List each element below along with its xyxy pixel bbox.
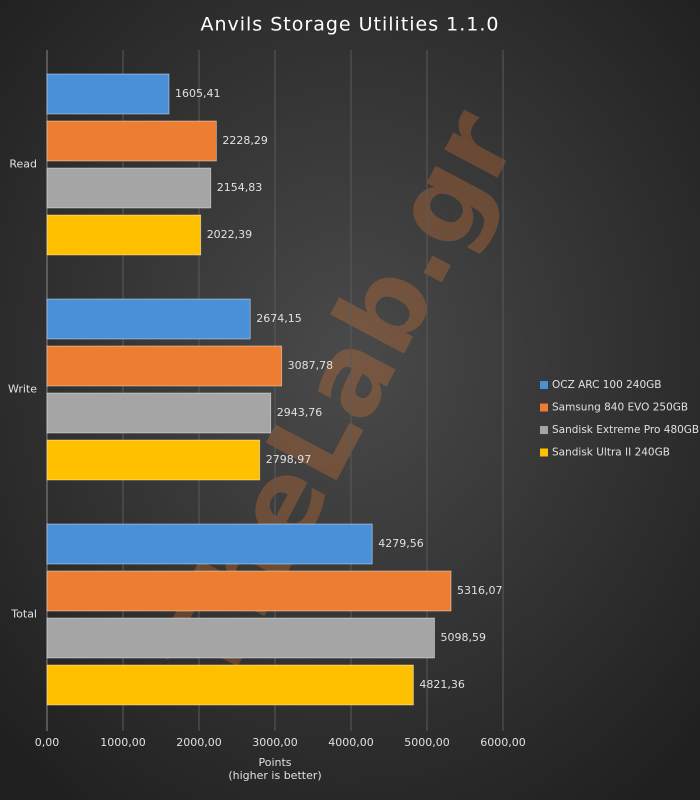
x-tick-label: 4000,00 <box>328 736 374 749</box>
legend-swatch <box>540 403 548 412</box>
value-label: 2154,83 <box>217 181 263 194</box>
y-tick-label: Read <box>9 158 37 171</box>
legend-swatch <box>540 448 548 457</box>
legend-swatch <box>540 381 548 389</box>
value-label: 5316,07 <box>457 584 503 597</box>
bar <box>46 120 217 162</box>
x-tick-label: 5000,00 <box>404 736 450 749</box>
x-tick-label: 2000,00 <box>176 736 222 749</box>
bar <box>46 664 414 706</box>
bar <box>46 570 452 612</box>
value-label: 4821,36 <box>419 678 465 691</box>
legend-label: Samsung 840 EVO 250GB <box>552 402 688 414</box>
bar <box>46 439 261 481</box>
value-label: 2674,15 <box>256 312 302 325</box>
bar <box>46 214 202 256</box>
value-label: 2228,29 <box>222 134 268 147</box>
legend-swatch <box>540 426 548 434</box>
bar <box>46 392 272 434</box>
x-axis-note: (higher is better) <box>228 769 321 782</box>
value-label: 1605,41 <box>175 87 221 100</box>
value-label: 4279,56 <box>378 537 424 550</box>
bar <box>46 167 212 209</box>
legend-label: Sandisk Ultra II 240GB <box>552 447 670 459</box>
legend-label: Sandisk Extreme Pro 480GB <box>552 424 699 436</box>
x-tick-label: 1000,00 <box>100 736 146 749</box>
chart-title: Anvils Storage Utilities 1.1.0 <box>200 14 499 36</box>
bar <box>46 523 373 565</box>
y-tick-label: Write <box>8 383 37 396</box>
x-tick-label: 0,00 <box>35 736 60 749</box>
bar <box>46 298 251 340</box>
value-label: 2943,76 <box>277 406 323 419</box>
x-tick-label: 3000,00 <box>252 736 298 749</box>
x-tick-label: 6000,00 <box>480 736 526 749</box>
value-label: 2798,97 <box>266 453 312 466</box>
bar <box>46 73 170 115</box>
bar <box>46 617 435 659</box>
bar <box>46 345 283 387</box>
value-label: 2022,39 <box>207 228 253 241</box>
legend-label: OCZ ARC 100 240GB <box>552 379 662 391</box>
y-tick-label: Total <box>10 608 37 621</box>
value-label: 3087,78 <box>288 359 334 372</box>
value-label: 5098,59 <box>440 631 486 644</box>
x-axis-title: Points <box>258 756 291 769</box>
